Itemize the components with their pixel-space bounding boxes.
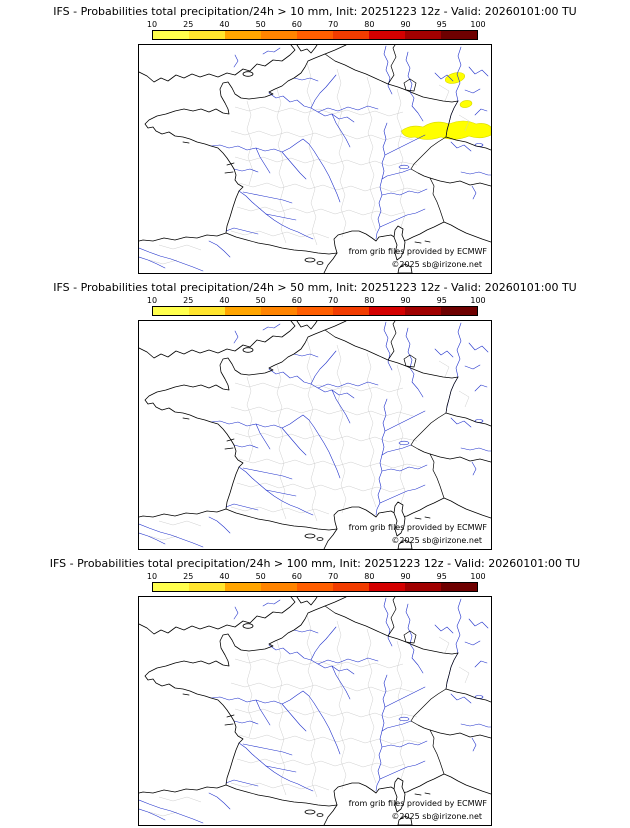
map-france-precip-100mm [139, 597, 491, 825]
colorbar-tick: 60 [291, 20, 302, 29]
map-france-precip-10mm [139, 45, 491, 273]
colorbar-segment [297, 31, 333, 39]
colorbar-segment [153, 31, 189, 39]
colorbar-tick: 10 [146, 296, 158, 305]
colorbar-tick: 90 [400, 296, 411, 305]
colorbar: 10 25 40 50 60 70 80 90 95 100 [147, 20, 486, 41]
panel-title: IFS - Probabilities total precipitation/… [53, 281, 577, 294]
colorbar-segment [369, 307, 405, 315]
colorbar-segment [297, 583, 333, 591]
panel-title: IFS - Probabilities total precipitation/… [53, 5, 577, 18]
panel-precip-100mm: IFS - Probabilities total precipitation/… [0, 552, 630, 828]
colorbar-segment [333, 31, 369, 39]
colorbar-segment [333, 583, 369, 591]
panel-precip-50mm: IFS - Probabilities total precipitation/… [0, 276, 630, 552]
colorbar-tick: 40 [219, 20, 230, 29]
colorbar-tick: 50 [255, 572, 266, 581]
colorbar-tick: 80 [364, 572, 375, 581]
colorbar-segment [441, 31, 477, 39]
colorbar-segment [189, 307, 225, 315]
colorbar-segment [441, 583, 477, 591]
colorbar-tick: 70 [328, 296, 339, 305]
colorbar: 10 25 40 50 60 70 80 90 95 100 [147, 572, 486, 593]
credit-provider: from grib files provided by ECMWF [348, 247, 487, 256]
colorbar-tick: 70 [328, 20, 339, 29]
credit-copyright: ©2025 sb@irizone.net [391, 812, 482, 821]
colorbar-tick: 95 [436, 20, 447, 29]
panel-title: IFS - Probabilities total precipitation/… [49, 557, 581, 570]
colorbar-gradient [152, 306, 478, 316]
colorbar-tick: 10 [146, 572, 158, 581]
colorbar: 10 25 40 50 60 70 80 90 95 100 [147, 296, 486, 317]
colorbar-segment [441, 307, 477, 315]
colorbar-ticks: 10 25 40 50 60 70 80 90 95 100 [147, 572, 486, 582]
colorbar-tick: 50 [255, 296, 266, 305]
colorbar-segment [405, 31, 441, 39]
credit-provider: from grib files provided by ECMWF [348, 523, 487, 532]
colorbar-tick: 95 [436, 572, 447, 581]
panel-precip-10mm: IFS - Probabilities total precipitation/… [0, 0, 630, 276]
map-container-10mm: from grib files provided by ECMWF ©2025 … [138, 44, 492, 274]
colorbar-segment [189, 31, 225, 39]
colorbar-ticks: 10 25 40 50 60 70 80 90 95 100 [147, 296, 486, 306]
colorbar-segment [369, 583, 405, 591]
colorbar-ticks: 10 25 40 50 60 70 80 90 95 100 [147, 20, 486, 30]
colorbar-tick: 25 [183, 20, 194, 29]
colorbar-segment [225, 583, 261, 591]
colorbar-tick: 25 [183, 572, 194, 581]
credit-provider: from grib files provided by ECMWF [348, 799, 487, 808]
colorbar-segment [189, 583, 225, 591]
colorbar-tick: 95 [436, 296, 447, 305]
colorbar-tick: 100 [470, 572, 486, 581]
map-container-100mm: from grib files provided by ECMWF ©2025 … [138, 596, 492, 826]
colorbar-tick: 90 [400, 572, 411, 581]
colorbar-tick: 60 [291, 296, 302, 305]
colorbar-tick: 40 [219, 296, 230, 305]
map-france-precip-50mm [139, 321, 491, 549]
colorbar-segment [369, 31, 405, 39]
colorbar-tick: 80 [364, 20, 375, 29]
colorbar-tick: 100 [470, 20, 486, 29]
colorbar-tick: 90 [400, 20, 411, 29]
colorbar-segment [405, 307, 441, 315]
colorbar-gradient [152, 30, 478, 40]
colorbar-gradient [152, 582, 478, 592]
colorbar-tick: 40 [219, 572, 230, 581]
colorbar-segment [405, 583, 441, 591]
colorbar-tick: 80 [364, 296, 375, 305]
colorbar-tick: 50 [255, 20, 266, 29]
colorbar-tick: 100 [470, 296, 486, 305]
colorbar-tick: 70 [328, 572, 339, 581]
colorbar-segment [261, 31, 297, 39]
colorbar-tick: 60 [291, 572, 302, 581]
credit-copyright: ©2025 sb@irizone.net [391, 260, 482, 269]
colorbar-segment [261, 583, 297, 591]
colorbar-tick: 10 [146, 20, 158, 29]
colorbar-segment [297, 307, 333, 315]
colorbar-segment [153, 307, 189, 315]
colorbar-tick: 25 [183, 296, 194, 305]
map-container-50mm: from grib files provided by ECMWF ©2025 … [138, 320, 492, 550]
credit-copyright: ©2025 sb@irizone.net [391, 536, 482, 545]
colorbar-segment [225, 31, 261, 39]
colorbar-segment [261, 307, 297, 315]
colorbar-segment [225, 307, 261, 315]
colorbar-segment [333, 307, 369, 315]
colorbar-segment [153, 583, 189, 591]
